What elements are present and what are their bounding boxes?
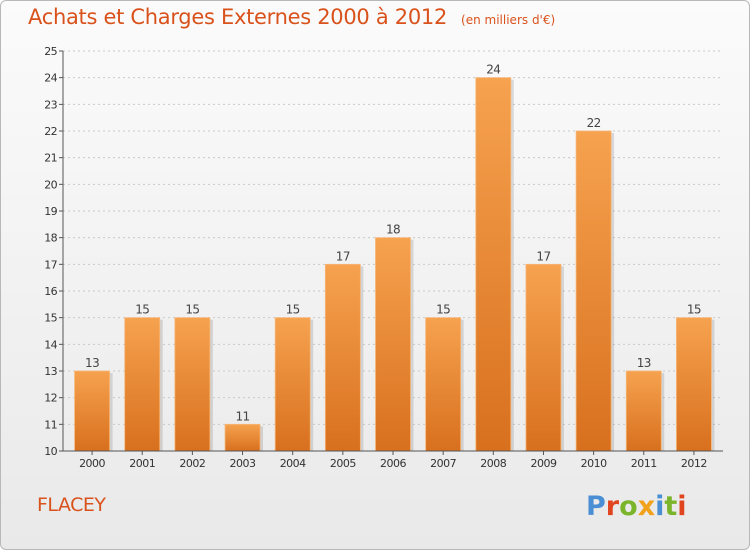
y-tick-label: 24: [44, 72, 57, 85]
bar: [274, 317, 311, 452]
y-tick-label: 15: [44, 312, 57, 325]
data-label: 18: [386, 223, 400, 237]
chart-unit: (en milliers d'€): [461, 13, 556, 27]
data-label: 17: [536, 249, 550, 263]
commune-name: FLACEY: [37, 494, 106, 516]
data-label: 17: [336, 249, 350, 263]
brand-letter: i: [677, 491, 687, 522]
bar: [475, 77, 512, 452]
y-tick-label: 23: [44, 98, 57, 111]
axis-layer: 10 11 12 13 14 15 16 17 18 19 20 21 22 23 24 25 2000 2001…: [44, 45, 723, 470]
x-tick-label: 2001: [129, 457, 155, 470]
data-label: 11: [235, 409, 249, 423]
chart-title: Achats et Charges Externes 2000 à 2012: [28, 5, 448, 29]
x-tick-label: 2010: [581, 457, 607, 470]
data-label: 15: [286, 303, 300, 317]
brand-letter: P: [586, 491, 606, 522]
bar: [625, 370, 662, 452]
x-tick-label: 2008: [480, 457, 506, 470]
bar: [525, 263, 562, 452]
y-tick-label: 22: [44, 125, 57, 138]
brand-letter: t: [664, 491, 678, 522]
y-tick-label: 20: [44, 178, 57, 191]
y-tick-label: 19: [44, 205, 57, 218]
brand-letter: r: [605, 491, 620, 522]
y-tick-label: 13: [44, 365, 57, 378]
y-tick-label: 21: [44, 152, 57, 165]
data-label: 13: [85, 356, 99, 370]
x-tick-label: 2011: [631, 457, 657, 470]
bar: [425, 317, 462, 452]
data-label: 15: [135, 303, 149, 317]
bar: [375, 237, 411, 452]
x-tick-label: 2009: [530, 457, 556, 470]
bar: [575, 130, 612, 452]
proxiti-logo[interactable]: Proxiti: [586, 491, 687, 522]
y-tick-label: 25: [44, 45, 57, 58]
y-tick-label: 12: [44, 392, 57, 405]
brand-letter: o: [619, 491, 638, 522]
data-label: 15: [436, 303, 450, 317]
y-tick-label: 17: [44, 258, 57, 271]
x-tick-label: 2002: [179, 457, 205, 470]
brand-letter: i: [655, 491, 665, 522]
bar: [174, 317, 211, 452]
data-label: 13: [637, 356, 651, 370]
bar: [676, 317, 712, 452]
data-label: 15: [185, 303, 199, 317]
x-tick-label: 2004: [280, 457, 306, 470]
x-tick-label: 2007: [430, 457, 456, 470]
y-tick-label: 10: [44, 445, 57, 458]
bar: [324, 263, 361, 452]
data-label: 22: [587, 116, 601, 130]
x-tick-label: 2012: [681, 457, 707, 470]
data-label: 24: [486, 63, 500, 77]
bar: [124, 317, 161, 452]
y-tick-label: 14: [44, 338, 57, 351]
x-tick-label: 2005: [330, 457, 356, 470]
x-tick-label: 2000: [79, 457, 105, 470]
brand-letter: x: [637, 491, 656, 522]
bar-layer: 13 15 15 11 15 17 18 15 24 17 22 13 15: [74, 63, 715, 452]
bar: [74, 370, 110, 452]
x-tick-label: 2003: [230, 457, 256, 470]
title-row: Achats et Charges Externes 2000 à 2012 (…: [28, 5, 555, 29]
bar: [224, 423, 261, 452]
y-tick-label: 11: [44, 418, 57, 431]
y-tick-label: 18: [44, 232, 57, 245]
data-label: 15: [687, 303, 701, 317]
y-tick-label: 16: [44, 285, 57, 298]
x-tick-label: 2006: [380, 457, 406, 470]
